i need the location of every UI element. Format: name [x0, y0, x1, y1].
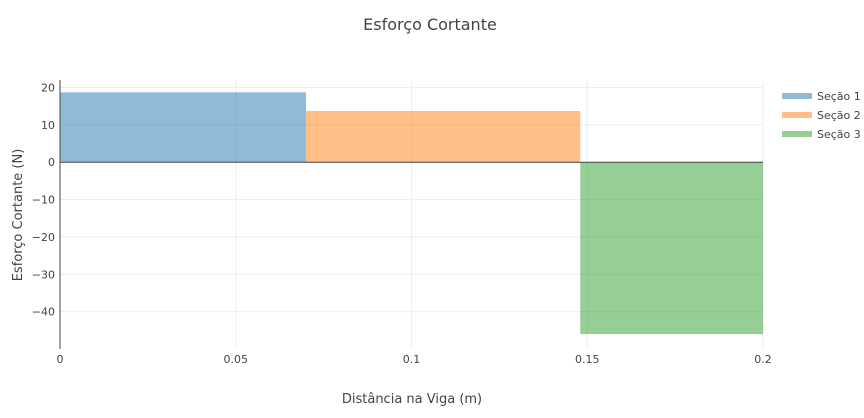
- legend-swatch: [782, 112, 812, 118]
- legend-label: Seção 3: [817, 128, 861, 141]
- x-tick-label: 0.2: [754, 353, 772, 366]
- legend-item-3[interactable]: Seção 3: [782, 128, 861, 141]
- y-axis-title: Esforço Cortante (N): [11, 149, 26, 282]
- x-tick-label: 0.1: [403, 353, 421, 366]
- legend-swatch: [782, 93, 812, 99]
- series-area-2[interactable]: [306, 111, 581, 163]
- plot-area[interactable]: [60, 92, 763, 335]
- x-tick-label: 0: [57, 353, 64, 366]
- x-tick-label: 0.15: [575, 353, 600, 366]
- x-tick-label: 0.05: [224, 353, 249, 366]
- legend-label: Seção 1: [817, 90, 861, 103]
- y-tick-label: 10: [41, 119, 55, 132]
- series-area-1[interactable]: [60, 92, 307, 163]
- y-tick-label: 0: [48, 156, 55, 169]
- legend-label: Seção 2: [817, 109, 861, 122]
- legend-swatch: [782, 131, 812, 137]
- y-tick-label: −40: [32, 306, 55, 319]
- legend[interactable]: Seção 1 Seção 2 Seção 3: [782, 90, 861, 141]
- axes: [59, 80, 763, 349]
- series-area-3[interactable]: [580, 162, 763, 335]
- legend-item-2[interactable]: Seção 2: [782, 109, 861, 122]
- y-tick-label: −30: [32, 268, 55, 281]
- tick-labels: 0 0.05 0.1 0.15 0.2 20 10 0 −10 −20 −30 −40: [32, 81, 772, 366]
- y-tick-label: −10: [32, 194, 55, 207]
- legend-item-1[interactable]: Seção 1: [782, 90, 861, 103]
- x-axis-title: Distância na Viga (m): [342, 392, 482, 407]
- y-tick-label: 20: [41, 81, 55, 94]
- chart-title: Esforço Cortante: [363, 15, 497, 34]
- y-tick-label: −20: [32, 231, 55, 244]
